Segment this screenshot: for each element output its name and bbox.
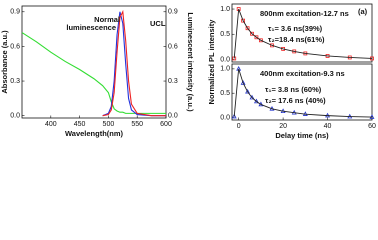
y2-tick-label: 0.0 <box>168 113 178 120</box>
series-line <box>21 32 166 114</box>
series-line <box>102 9 166 117</box>
fit-line <box>233 8 373 59</box>
x-tick-label: 400 <box>45 121 57 128</box>
x-tick-label: 60 <box>368 123 376 130</box>
y-tick-label: 0.0 <box>220 56 230 63</box>
annotation: τ₁= 3.6 ns(39%) <box>268 24 323 33</box>
y-tick-label: 1.0 <box>220 6 230 13</box>
x-tick-label: 40 <box>324 123 332 130</box>
data-point <box>231 113 237 119</box>
panel-note: 400nm excitation-9.3 ns <box>260 69 345 78</box>
y-tick-label: 0.0 <box>220 114 230 121</box>
annotation: UCL <box>150 19 166 28</box>
y-axis-label: Absorbance (a.u.) <box>0 30 9 94</box>
x-tick-label: 500 <box>103 121 115 128</box>
y-axis-label: Normalized PL intensity <box>207 19 216 105</box>
data-point <box>249 94 255 100</box>
y-tick-label: 0.5 <box>220 90 230 97</box>
data-point <box>270 43 274 48</box>
y-tick-label: 0.3 <box>10 78 20 85</box>
figure: 400 450 500 550 6000.00.30.60.90.00.30.60.9N… <box>0 3 376 140</box>
y2-axis-label: Luminescent intensity (a.u.) <box>186 12 195 112</box>
y2-tick-label: 0.6 <box>168 43 178 50</box>
x-tick-label: 600 <box>160 121 172 128</box>
annotation: luminescence <box>66 23 116 32</box>
annotation: τ₁= 3.8 ns (60%) <box>265 85 322 94</box>
y-tick-label: 0.0 <box>10 113 20 120</box>
x-tick-label: 0 <box>237 123 241 130</box>
plot-frame <box>21 5 167 119</box>
data-point <box>254 35 259 40</box>
data-point <box>245 88 251 94</box>
plot-frame <box>231 3 373 63</box>
data-point <box>240 80 246 85</box>
x-axis-label: Wavelength(nm) <box>65 129 124 138</box>
series-line <box>102 11 166 117</box>
y2-tick-label: 0.3 <box>168 78 178 85</box>
data-point <box>250 31 254 36</box>
annotation: τ₂= 17.6 ns (40%) <box>265 96 326 105</box>
x-axis-label: Delay time (ns) <box>275 131 329 140</box>
y2-tick-label: 0.9 <box>168 9 178 16</box>
annotation: Normal <box>94 15 120 24</box>
annotation: τ₂=18.4 ns(61%) <box>268 35 325 44</box>
data-point <box>245 26 250 31</box>
y-tick-label: 0.5 <box>220 31 230 38</box>
x-tick-label: 450 <box>74 121 86 128</box>
panel-note: 800nm excitation-12.7 ns <box>260 9 349 18</box>
y-tick-label: 1.0 <box>220 66 230 73</box>
x-tick-label: 20 <box>279 123 287 130</box>
y-tick-label: 0.9 <box>10 9 20 16</box>
y-tick-label: 0.6 <box>10 43 20 50</box>
data-point <box>258 38 263 43</box>
panel-label: (a) <box>358 7 368 16</box>
plot-frame <box>231 63 373 121</box>
fit-line <box>233 68 373 118</box>
x-tick-label: 550 <box>131 121 143 128</box>
data-point <box>241 18 246 23</box>
